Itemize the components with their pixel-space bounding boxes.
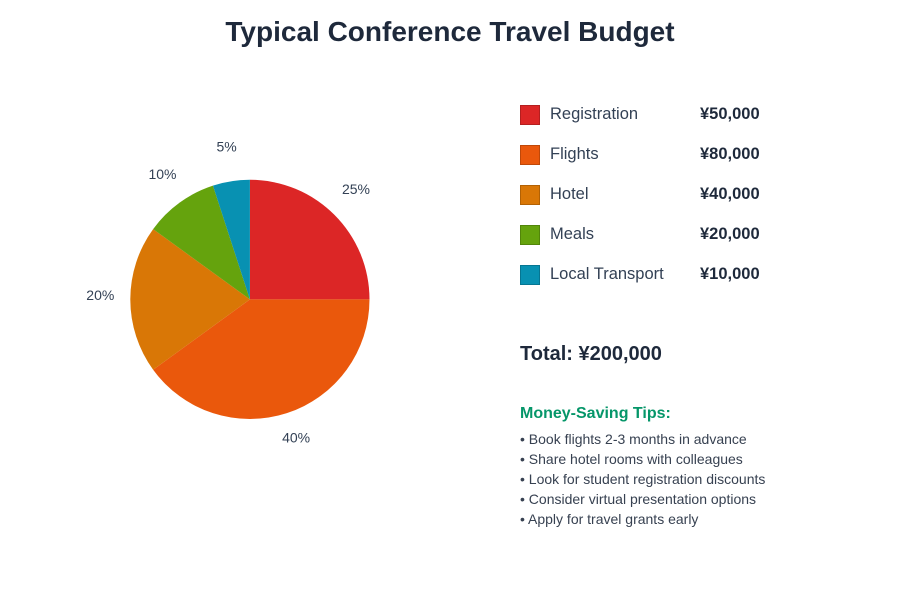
svg-text:25%: 25%: [342, 181, 370, 197]
svg-text:40%: 40%: [282, 430, 310, 446]
svg-text:20%: 20%: [86, 287, 114, 303]
svg-text:10%: 10%: [148, 166, 176, 182]
svg-text:5%: 5%: [216, 139, 236, 155]
